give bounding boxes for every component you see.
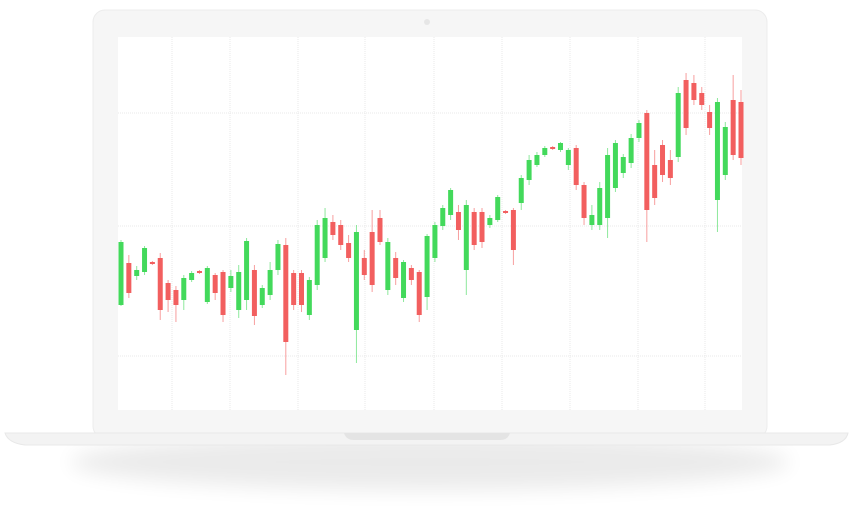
- candle-body: [620, 157, 626, 173]
- candle-body: [346, 243, 352, 258]
- candle-body: [385, 242, 391, 290]
- candle-body: [181, 278, 187, 300]
- candle-body: [455, 212, 461, 230]
- candle-body: [432, 225, 438, 258]
- candle-body: [361, 258, 367, 275]
- candle-body: [322, 218, 328, 258]
- candle-body: [416, 272, 422, 315]
- candle-body: [534, 155, 540, 165]
- candle-body: [565, 150, 571, 165]
- candle-body: [463, 205, 469, 270]
- candle-body: [196, 271, 202, 273]
- candle-body: [369, 232, 375, 285]
- candle-body: [212, 275, 218, 293]
- candle-body: [597, 188, 603, 225]
- plot: [118, 73, 744, 375]
- camera: [424, 19, 430, 25]
- candle-body: [424, 236, 430, 297]
- base-notch: [344, 433, 510, 440]
- candle-body: [636, 123, 642, 138]
- candle-body: [581, 185, 587, 218]
- candle-body: [251, 270, 257, 316]
- candle-body: [236, 272, 242, 310]
- candle-body: [142, 248, 148, 272]
- candle-body: [408, 268, 414, 280]
- vertical-grid: [171, 37, 706, 410]
- candle-body: [291, 273, 297, 305]
- candle-body: [683, 80, 689, 128]
- candle-body: [550, 147, 556, 149]
- candle-body: [338, 225, 344, 245]
- candle-body: [644, 113, 650, 210]
- candle-body: [244, 241, 250, 300]
- candle-body: [589, 215, 595, 225]
- candle-body: [149, 262, 155, 264]
- candle-body: [220, 272, 226, 315]
- candle-body: [691, 83, 697, 100]
- candle-body: [503, 211, 509, 213]
- candle-body: [377, 218, 383, 242]
- candle-body: [448, 190, 454, 215]
- candle-body: [306, 280, 312, 315]
- candle-body: [440, 208, 446, 226]
- candle-body: [730, 100, 736, 155]
- candle-body: [612, 143, 618, 188]
- candle-body: [628, 138, 634, 163]
- candle-body: [510, 210, 516, 250]
- candle-body: [401, 262, 407, 298]
- candle-body: [126, 263, 132, 293]
- candle-body: [267, 270, 273, 295]
- candle-body: [189, 273, 195, 280]
- candle-body: [542, 148, 548, 155]
- candle-body: [707, 112, 713, 128]
- candle-body: [393, 258, 399, 278]
- candle-body: [652, 165, 658, 198]
- candle-body: [495, 197, 501, 220]
- shadow: [70, 434, 790, 490]
- candle-body: [165, 283, 171, 300]
- candle-body: [675, 93, 681, 157]
- candle-body: [526, 160, 532, 180]
- candle-body: [573, 148, 579, 185]
- candle-body: [118, 242, 124, 305]
- candle-body: [134, 270, 140, 276]
- candle-body: [722, 127, 728, 175]
- candle-body: [738, 102, 744, 158]
- screen: [118, 37, 742, 410]
- candle-body: [471, 212, 477, 245]
- candle-body: [204, 268, 210, 302]
- candle-body: [479, 212, 485, 242]
- candle-body: [228, 276, 234, 288]
- candle-body: [283, 245, 289, 342]
- candle-body: [275, 244, 281, 270]
- candle-body: [699, 93, 705, 105]
- candle-body: [157, 258, 163, 310]
- candle-body: [259, 288, 265, 305]
- candle-body: [518, 178, 524, 203]
- candle-body: [353, 232, 359, 330]
- candle-body: [714, 102, 720, 200]
- candle-body: [173, 290, 179, 305]
- candle-body: [557, 143, 563, 150]
- candle-body: [667, 160, 673, 178]
- candle-body: [605, 155, 611, 218]
- candle-body: [299, 273, 305, 305]
- candle-body: [660, 145, 666, 175]
- candle-body: [314, 225, 320, 285]
- candle-body: [330, 222, 336, 235]
- candle-body: [487, 218, 493, 225]
